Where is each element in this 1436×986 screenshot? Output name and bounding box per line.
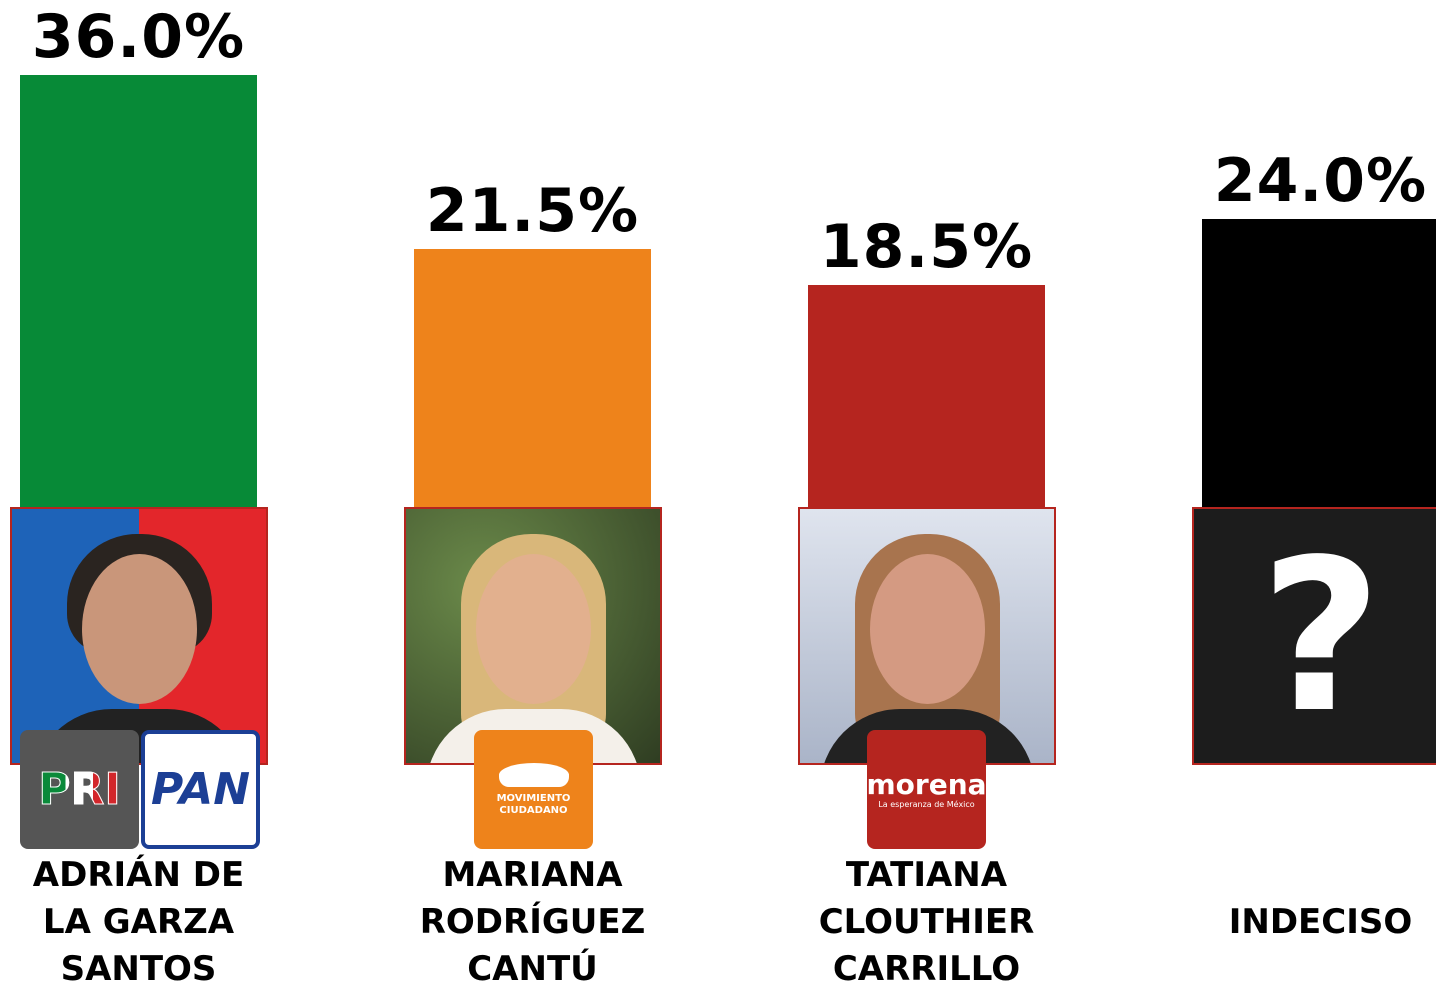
morena-text: morena bbox=[866, 768, 987, 801]
name-line: CLOUTHIER bbox=[818, 902, 1035, 942]
bar bbox=[20, 75, 257, 507]
name-line: TATIANA bbox=[845, 855, 1008, 895]
pan-logo: PAN bbox=[141, 730, 260, 849]
name-line: RODRÍGUEZ bbox=[419, 902, 646, 942]
candidate-photo bbox=[10, 507, 268, 765]
value-label: 36.0% bbox=[31, 2, 246, 72]
candidate-photo: ? bbox=[1192, 507, 1436, 765]
candidate-name: TATIANA CLOUTHIER CARRILLO bbox=[767, 852, 1087, 986]
bar bbox=[1202, 219, 1436, 507]
pan-text: PAN bbox=[150, 764, 251, 815]
bar bbox=[414, 249, 651, 507]
pri-logo: PRI bbox=[20, 730, 139, 849]
candidate-name: ADRIÁN DE LA GARZA SANTOS bbox=[0, 852, 299, 986]
name-line: CANTÚ bbox=[467, 949, 598, 986]
question-mark: ? bbox=[1260, 513, 1382, 759]
pri-text: PRI bbox=[38, 764, 121, 816]
name-line: ADRIÁN DE bbox=[32, 855, 245, 895]
candidate-name: INDECISO bbox=[1161, 852, 1436, 986]
bar bbox=[808, 285, 1045, 507]
name-line: SANTOS bbox=[60, 949, 217, 986]
name-line: MARIANA bbox=[442, 855, 623, 895]
value-label: 24.0% bbox=[1213, 146, 1428, 216]
candidate-photo bbox=[798, 507, 1056, 765]
face bbox=[476, 554, 591, 704]
morena-logo: morena La esperanza de México bbox=[866, 730, 987, 849]
morena-tagline: La esperanza de México bbox=[878, 800, 975, 809]
name-line: LA GARZA bbox=[42, 902, 235, 942]
candidate-photo bbox=[404, 507, 662, 765]
face bbox=[82, 554, 197, 704]
mc-logo: MOVIMIENTO CIUDADANO bbox=[474, 730, 593, 849]
value-label: 18.5% bbox=[819, 212, 1034, 282]
mc-text: MOVIMIENTO CIUDADANO bbox=[496, 792, 571, 816]
name-line: CARRILLO bbox=[832, 949, 1021, 986]
candidate-name: MARIANA RODRÍGUEZ CANTÚ bbox=[373, 852, 693, 986]
name-line: INDECISO bbox=[1228, 902, 1413, 942]
mc-emblem bbox=[498, 762, 569, 787]
face bbox=[870, 554, 985, 704]
value-label: 21.5% bbox=[425, 176, 640, 246]
